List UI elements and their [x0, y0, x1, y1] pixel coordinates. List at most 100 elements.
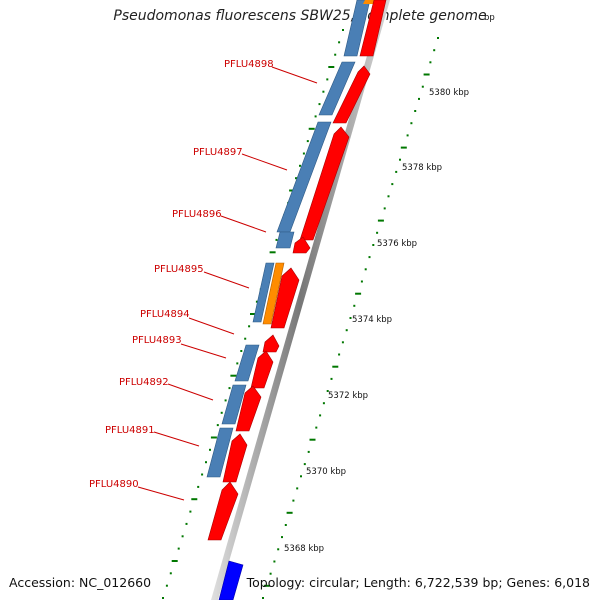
gene-labels: PFLU4898 PFLU4897 PFLU4896 PFLU4895 PFLU…	[89, 59, 274, 490]
track-dot	[345, 329, 348, 332]
track-dot	[364, 268, 367, 271]
track-dot	[299, 164, 301, 167]
track-dot	[391, 183, 394, 186]
track-dot	[189, 510, 192, 513]
tick-mark	[400, 146, 407, 149]
track-dot	[303, 463, 306, 466]
blue-gene-bar[interactable]	[218, 560, 244, 600]
gene-bar[interactable]	[234, 344, 260, 382]
cds-arrow[interactable]	[292, 236, 311, 254]
track-dot	[334, 53, 337, 56]
track-dot	[201, 473, 204, 476]
track-dot	[326, 390, 329, 392]
tick-mark	[230, 374, 237, 377]
track-dot	[342, 29, 344, 31]
scale-label: 5374 kbp	[352, 315, 392, 325]
gene-bar[interactable]	[318, 61, 356, 116]
tick-mark	[286, 511, 293, 514]
gene-label: PFLU4896	[172, 209, 222, 220]
track-dot	[406, 134, 409, 137]
tick-mark	[308, 127, 315, 130]
gene-bars	[206, 0, 371, 478]
scale-labels: bp 5380 kbp 5378 kbp 5376 kbp 5374 kbp 5…	[284, 13, 495, 554]
track-dot	[383, 207, 386, 210]
track-dot	[240, 350, 243, 352]
scale-label: 5378 kbp	[402, 163, 442, 173]
track-dot	[255, 300, 258, 303]
gene-bar[interactable]	[275, 231, 295, 249]
cds-arrow[interactable]	[262, 334, 280, 353]
map-title: Pseudomonas fluorescens SBW25, complete …	[113, 8, 487, 24]
track-dot	[292, 499, 295, 502]
track-dot	[302, 152, 305, 155]
track-dot	[216, 424, 219, 427]
track-dot	[338, 353, 341, 356]
gene-bar[interactable]	[252, 262, 275, 323]
scale-label: 5368 kbp	[284, 544, 324, 554]
track-dot	[248, 325, 251, 328]
gene-leader-lines	[137, 66, 318, 501]
gc-dot-tracks	[162, 29, 439, 599]
cds-arrow[interactable]	[299, 126, 350, 241]
track-dot	[306, 140, 309, 143]
gene-label: PFLU4898	[224, 59, 274, 70]
gene-label: PFLU4890	[89, 479, 139, 490]
cds-arrow[interactable]	[359, 0, 387, 57]
track-dot	[372, 244, 375, 246]
track-dot	[368, 256, 371, 259]
track-dot	[322, 402, 325, 405]
orange-gene-bar[interactable]	[262, 262, 285, 325]
track-dot	[437, 37, 439, 39]
tick-mark	[171, 560, 178, 562]
gene-label: PFLU4892	[119, 377, 169, 388]
cds-arrow[interactable]	[250, 350, 274, 389]
gene-label: PFLU4895	[154, 264, 204, 275]
track-dot	[273, 560, 276, 563]
cds-arrow[interactable]	[207, 481, 239, 541]
gene-label: PFLU4893	[132, 335, 182, 346]
track-dot	[315, 426, 318, 429]
track-dot	[205, 461, 207, 464]
track-dot	[399, 158, 401, 161]
track-dot	[376, 231, 379, 234]
scale-label: 5370 kbp	[306, 467, 346, 477]
gene-bar[interactable]	[206, 427, 234, 478]
accession-text: Accession: NC_012660	[9, 575, 152, 590]
track-dot	[330, 377, 333, 380]
cds-arrow[interactable]	[222, 433, 248, 483]
track-dot	[319, 414, 322, 417]
track-dot	[296, 487, 299, 490]
track-dot	[228, 387, 231, 390]
track-dot	[281, 536, 283, 539]
cds-arrow[interactable]	[332, 65, 371, 124]
tick-mark	[191, 498, 198, 501]
track-dot	[209, 448, 211, 451]
scale-label: 5376 kbp	[377, 239, 417, 249]
cds-arrows	[207, 0, 387, 541]
track-dot	[410, 122, 413, 125]
gene-bar[interactable]	[343, 0, 371, 57]
gene-bar[interactable]	[221, 384, 247, 425]
track-dot	[387, 195, 390, 198]
track-dot	[429, 61, 432, 64]
track-dot	[433, 49, 436, 52]
track-dot	[169, 572, 172, 575]
track-dot	[318, 103, 321, 106]
track-dot	[307, 450, 310, 453]
genome-backbone	[211, 0, 390, 600]
track-dot	[314, 115, 317, 118]
cds-arrow[interactable]	[235, 385, 262, 432]
track-dot	[224, 399, 227, 402]
tick-mark	[332, 365, 339, 368]
tick-mark	[269, 251, 276, 254]
track-dot	[275, 238, 278, 241]
track-dot	[421, 85, 424, 88]
track-dot	[418, 97, 420, 100]
scale-label: bp	[484, 13, 495, 23]
cds-arrow[interactable]	[270, 267, 300, 329]
genome-summary-text: Topology: circular; Length: 6,722,539 bp…	[246, 575, 590, 590]
track-dot	[185, 522, 188, 525]
track-dot	[349, 317, 352, 319]
track-dot	[295, 177, 297, 180]
track-dot	[220, 411, 223, 414]
